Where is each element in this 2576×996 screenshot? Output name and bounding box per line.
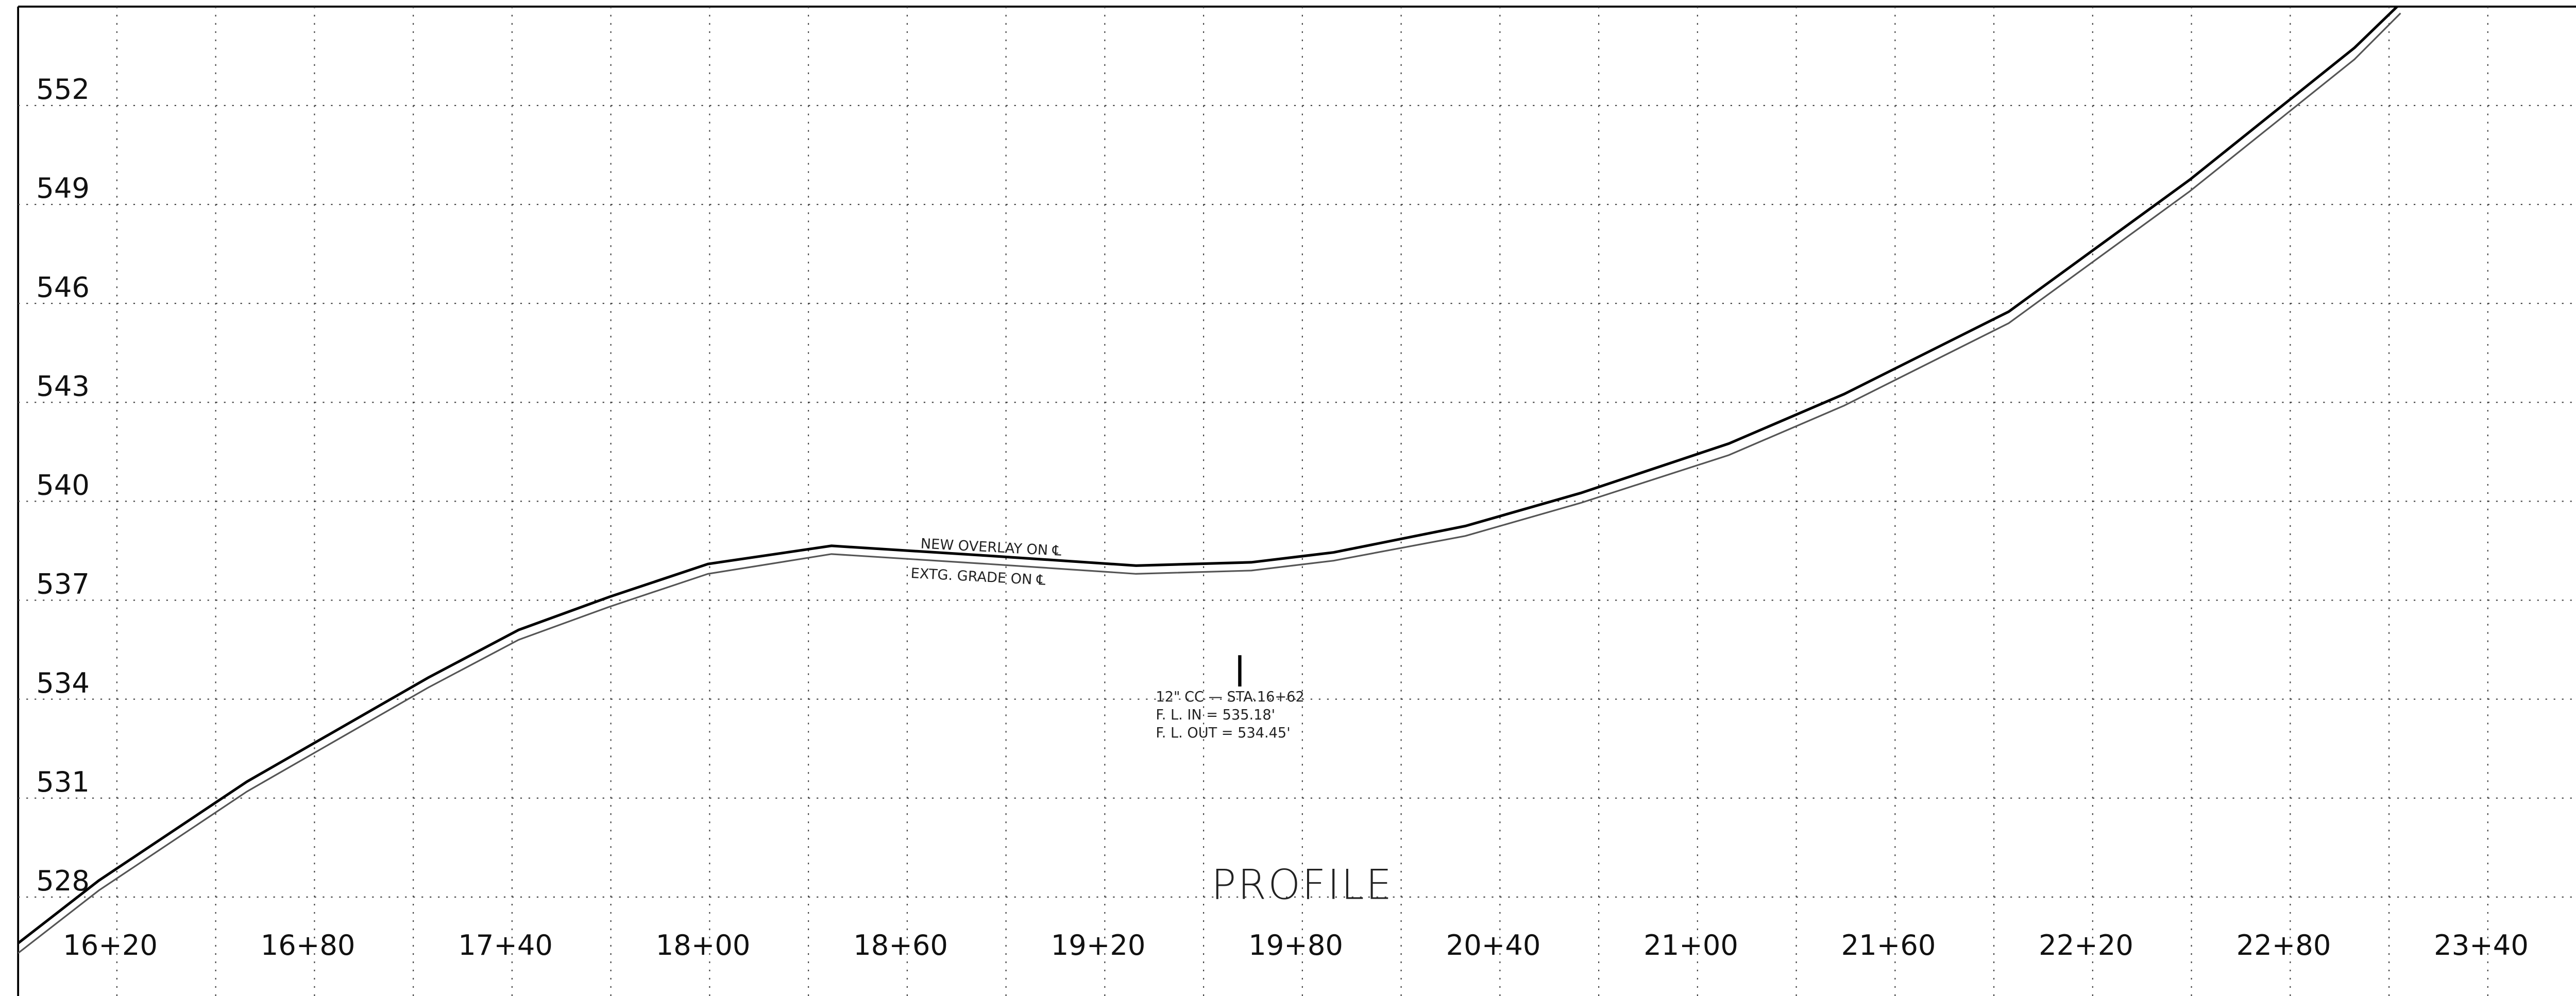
y-tick-label: 540 bbox=[36, 469, 90, 502]
y-tick-label: 537 bbox=[36, 568, 90, 600]
y-tick-label: 549 bbox=[36, 172, 90, 204]
x-tick-label: 21+60 bbox=[1841, 929, 1936, 961]
chart-title: PROFILE bbox=[1211, 861, 1393, 908]
y-tick-label: 552 bbox=[36, 73, 90, 106]
culvert-note: F. L. OUT = 534.45' bbox=[1156, 725, 1290, 741]
x-tick-label: 19+20 bbox=[1051, 929, 1146, 961]
x-tick-label: 23+40 bbox=[2434, 929, 2529, 961]
culvert-note: F. L. IN = 535.18' bbox=[1156, 707, 1275, 723]
profile-line bbox=[18, 12, 2401, 954]
x-tick-label: 16+20 bbox=[63, 929, 158, 961]
x-tick-label: 21+00 bbox=[1643, 929, 1738, 961]
labels: 528 531 534 537 540 543 546 549 552 16+20 16+80 17+… bbox=[36, 73, 2529, 961]
y-tick-label: 534 bbox=[36, 667, 90, 699]
x-tick-label: 20+40 bbox=[1446, 929, 1541, 961]
y-tick-label: 528 bbox=[36, 865, 90, 897]
grid bbox=[18, 6, 2576, 996]
culvert-note: 12" CC — STA.16+62 bbox=[1156, 689, 1304, 705]
y-tick-label: 546 bbox=[36, 271, 90, 303]
profile-lines bbox=[18, 6, 2401, 954]
x-tick-label: 19+80 bbox=[1248, 929, 1343, 961]
x-tick-label: 16+80 bbox=[261, 929, 355, 961]
x-tick-label: 18+60 bbox=[853, 929, 948, 961]
profile-line bbox=[18, 6, 2399, 945]
x-tick-label: 22+80 bbox=[2236, 929, 2331, 961]
y-tick-label: 543 bbox=[36, 370, 90, 402]
x-tick-label: 18+00 bbox=[656, 929, 751, 961]
y-tick-label: 531 bbox=[36, 766, 90, 798]
x-tick-label: 22+20 bbox=[2039, 929, 2133, 961]
x-tick-label: 17+40 bbox=[458, 929, 553, 961]
